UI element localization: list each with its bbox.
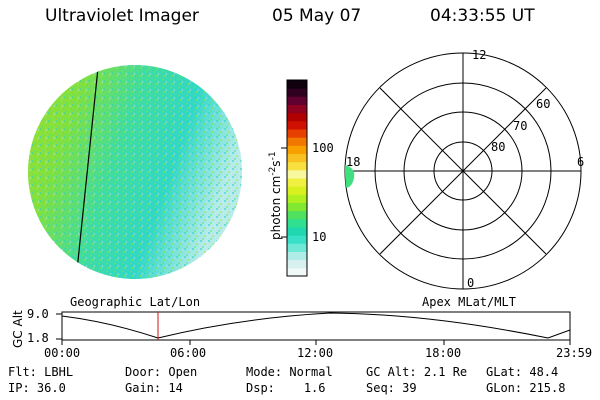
terminator-line xyxy=(75,67,99,279)
time-label: 04:33:55 UT xyxy=(430,6,535,26)
alt-xtick-4: 23:59 xyxy=(556,346,593,360)
info-gcalt: GC Alt: 2.1 Re xyxy=(366,365,468,379)
info-seq: Seq: 39 xyxy=(366,381,417,395)
colorbar-segment xyxy=(287,129,307,138)
colorbar-segment xyxy=(287,112,307,122)
colorbar-segment xyxy=(287,210,307,220)
polar-label-bottom: 0 xyxy=(467,276,475,290)
polar-caption: Apex MLat/MLT xyxy=(422,295,516,309)
colorbar-segment xyxy=(287,218,307,228)
altitude-curve xyxy=(61,312,571,339)
polar-label-right: 6 xyxy=(577,155,585,169)
colorbar-tick-10: 10 xyxy=(312,230,327,244)
colorbar-segment xyxy=(287,251,307,261)
info-glat: GLat: 48.4 xyxy=(486,365,559,379)
polar-lat-60: 60 xyxy=(536,97,551,111)
alt-ytick-low: 1.8 xyxy=(27,331,49,345)
colorbar-segment xyxy=(287,169,307,179)
polar-lat-80: 80 xyxy=(491,140,506,154)
colorbar-segment xyxy=(287,243,307,252)
colorbar-segment xyxy=(287,153,307,163)
date-label: 05 May 07 xyxy=(272,6,362,26)
auroral-spot xyxy=(345,165,355,188)
colorbar-segment xyxy=(287,120,307,130)
colorbar-segment xyxy=(287,267,307,277)
alt-xtick-0: 00:00 xyxy=(44,346,81,360)
altitude-plot xyxy=(56,311,571,345)
altitude-ylabel: GC Alt xyxy=(11,310,25,348)
colorbar-segment xyxy=(287,202,307,212)
polar-label-left: 18 xyxy=(346,155,361,169)
colorbar-tick-100: 100 xyxy=(312,141,334,155)
instrument-title: Ultraviolet Imager xyxy=(45,6,199,26)
info-dsp: Dsp: 1.6 xyxy=(246,381,326,395)
polar-plot xyxy=(344,52,582,290)
colorbar-segment xyxy=(287,88,307,97)
info-flt: Flt: LBHL xyxy=(8,365,74,379)
colorbar-label: photon cm-2s-1 xyxy=(268,151,283,240)
uv-disk-image xyxy=(28,65,242,279)
colorbar-segment xyxy=(287,259,307,269)
alt-xtick-1: 06:00 xyxy=(170,346,207,360)
alt-ytick-high: 9.0 xyxy=(27,307,49,321)
colorbar-segment xyxy=(287,235,307,244)
info-gain: Gain: 14 xyxy=(125,381,183,395)
polar-lat-70: 70 xyxy=(513,119,528,133)
info-door: Door: Open xyxy=(125,365,198,379)
colorbar-segment xyxy=(287,96,307,105)
colorbar-segment xyxy=(287,145,307,154)
colorbar xyxy=(287,80,307,277)
polar-label-top: 12 xyxy=(472,48,487,62)
alt-xtick-2: 12:00 xyxy=(297,346,334,360)
alt-xtick-3: 18:00 xyxy=(425,346,462,360)
colorbar-segment xyxy=(287,80,307,89)
image-caption: Geographic Lat/Lon xyxy=(70,295,201,309)
colorbar-segment xyxy=(287,227,307,236)
info-mode: Mode: Normal xyxy=(246,365,333,379)
colorbar-segment xyxy=(287,194,307,203)
colorbar-segment xyxy=(287,161,307,171)
colorbar-segment xyxy=(287,104,307,114)
colorbar-segment xyxy=(287,137,307,146)
colorbar-segment xyxy=(287,186,307,195)
colorbar-segment xyxy=(287,178,307,187)
info-glon: GLon: 215.8 xyxy=(486,381,566,395)
info-ip: IP: 36.0 xyxy=(8,381,66,395)
